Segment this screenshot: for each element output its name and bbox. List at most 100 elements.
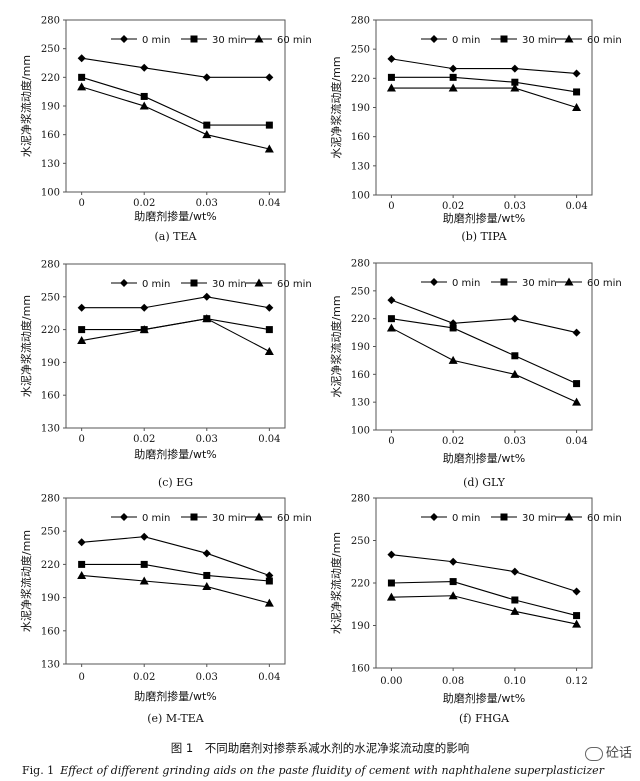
data-point <box>449 557 458 566</box>
legend-label: 0 min <box>142 35 170 46</box>
y-axis-label: 水泥净浆流动度/mm <box>19 295 33 397</box>
y-tick-label: 160 <box>351 132 370 143</box>
y-axis-label: 水泥净浆流动度/mm <box>19 530 33 632</box>
y-tick-label: 190 <box>351 103 370 114</box>
data-point <box>572 397 582 406</box>
y-tick-label: 190 <box>41 593 60 604</box>
panel-title: (b) TIPA <box>461 230 507 243</box>
y-tick-label: 220 <box>41 325 60 336</box>
data-point <box>265 326 273 334</box>
y-tick-label: 280 <box>41 260 60 271</box>
legend-label: 60 min <box>587 513 622 524</box>
series-line-0-min <box>81 57 270 78</box>
data-point <box>386 592 396 601</box>
data-point <box>448 591 458 600</box>
y-tick-label: 220 <box>41 73 60 84</box>
series-line-60-min <box>391 87 577 109</box>
data-point <box>140 92 148 100</box>
y-tick-label: 160 <box>41 626 60 637</box>
x-tick-label: 0.04 <box>565 436 587 447</box>
x-tick-label: 0.03 <box>196 434 218 445</box>
legend-label: 0 min <box>452 35 480 46</box>
data-point <box>510 606 520 615</box>
data-point <box>387 296 396 305</box>
y-tick-label: 160 <box>41 130 60 141</box>
data-point <box>203 571 211 579</box>
y-tick-label: 190 <box>41 358 60 369</box>
x-tick-label: 0.03 <box>504 201 526 212</box>
series-line-30-min <box>81 563 270 582</box>
panel-title: (d) GLY <box>463 476 506 489</box>
data-point <box>572 328 581 337</box>
series-line-60-min <box>81 86 270 150</box>
data-point <box>573 88 581 96</box>
legend-marker <box>430 35 438 43</box>
legend-marker <box>500 35 508 43</box>
data-point <box>202 130 212 139</box>
data-point <box>139 576 149 585</box>
y-tick-label: 250 <box>41 292 60 303</box>
y-tick-label: 280 <box>351 259 370 270</box>
data-point <box>511 78 519 86</box>
legend-label: 30 min <box>212 35 247 46</box>
series-line-30-min <box>81 76 270 126</box>
x-tick-label: 0.02 <box>442 201 464 212</box>
y-tick-label: 190 <box>351 342 370 353</box>
legend-marker <box>190 35 198 43</box>
data-point <box>572 69 581 78</box>
x-tick-label: 0.02 <box>442 436 464 447</box>
x-tick-label: 0 <box>78 672 84 683</box>
data-point <box>510 369 520 378</box>
legend-marker <box>254 34 264 43</box>
y-axis-label: 水泥净浆流动度/mm <box>19 55 33 157</box>
x-tick-label: 0.04 <box>565 201 587 212</box>
series-line-30-min <box>391 581 577 617</box>
y-tick-label: 130 <box>351 161 370 172</box>
legend-label: 0 min <box>142 513 170 524</box>
data-point <box>449 324 457 332</box>
y-axis-label: 水泥净浆流动度/mm <box>329 295 343 397</box>
data-point <box>78 326 86 334</box>
legend-marker <box>430 513 438 521</box>
y-tick-label: 160 <box>351 664 370 675</box>
chart-panel-5: 130 160 190 220 250 280 0 0.02 0.03 0.04 水泥净浆流动度/m… <box>19 494 312 726</box>
y-axis-label: 水泥净浆流动度/mm <box>329 56 343 158</box>
data-point <box>265 571 274 580</box>
x-tick-label: 0.03 <box>196 672 218 683</box>
legend-marker <box>120 35 128 43</box>
watermark: 砼话 <box>584 742 632 761</box>
x-tick-label: 0.08 <box>442 676 464 687</box>
y-axis-label: 水泥净浆流动度/mm <box>329 532 343 634</box>
legend-label: 30 min <box>522 513 557 524</box>
data-point <box>264 598 274 607</box>
legend-label: 30 min <box>522 35 557 46</box>
series-line-0-min <box>391 58 577 75</box>
data-point <box>140 560 148 568</box>
legend-marker <box>430 278 438 286</box>
y-tick-label: 130 <box>41 159 60 170</box>
y-tick-label: 220 <box>351 74 370 85</box>
legend-marker <box>564 512 574 521</box>
y-tick-label: 190 <box>41 102 60 113</box>
legend-label: 0 min <box>452 278 480 289</box>
legend-marker <box>500 513 508 521</box>
x-axis-label: 助磨剂掺量/wt% <box>443 211 525 225</box>
chart-panel-6: 160 190 220 250 280 0.00 0.08 0.10 0.12 水泥净浆流动度/m… <box>329 494 622 726</box>
watermark-text: 砼话 <box>605 746 632 761</box>
legend-label: 60 min <box>277 513 312 524</box>
series-line-60-min <box>391 327 577 403</box>
data-point <box>448 355 458 364</box>
y-tick-label: 280 <box>351 494 370 505</box>
plot-frame <box>375 262 593 431</box>
data-point <box>140 532 149 541</box>
data-point <box>572 587 581 596</box>
legend-marker <box>120 513 128 521</box>
plot-frame <box>65 19 286 193</box>
y-tick-label: 190 <box>351 621 370 632</box>
legend-label: 30 min <box>212 513 247 524</box>
y-tick-label: 280 <box>41 494 60 505</box>
chart-panel-3: 130 160 190 220 250 280 0 0.02 0.03 0.04 水泥净浆流动度/m… <box>19 260 312 490</box>
x-axis-label: 助磨剂掺量/wt% <box>443 451 525 465</box>
y-tick-label: 250 <box>351 286 370 297</box>
